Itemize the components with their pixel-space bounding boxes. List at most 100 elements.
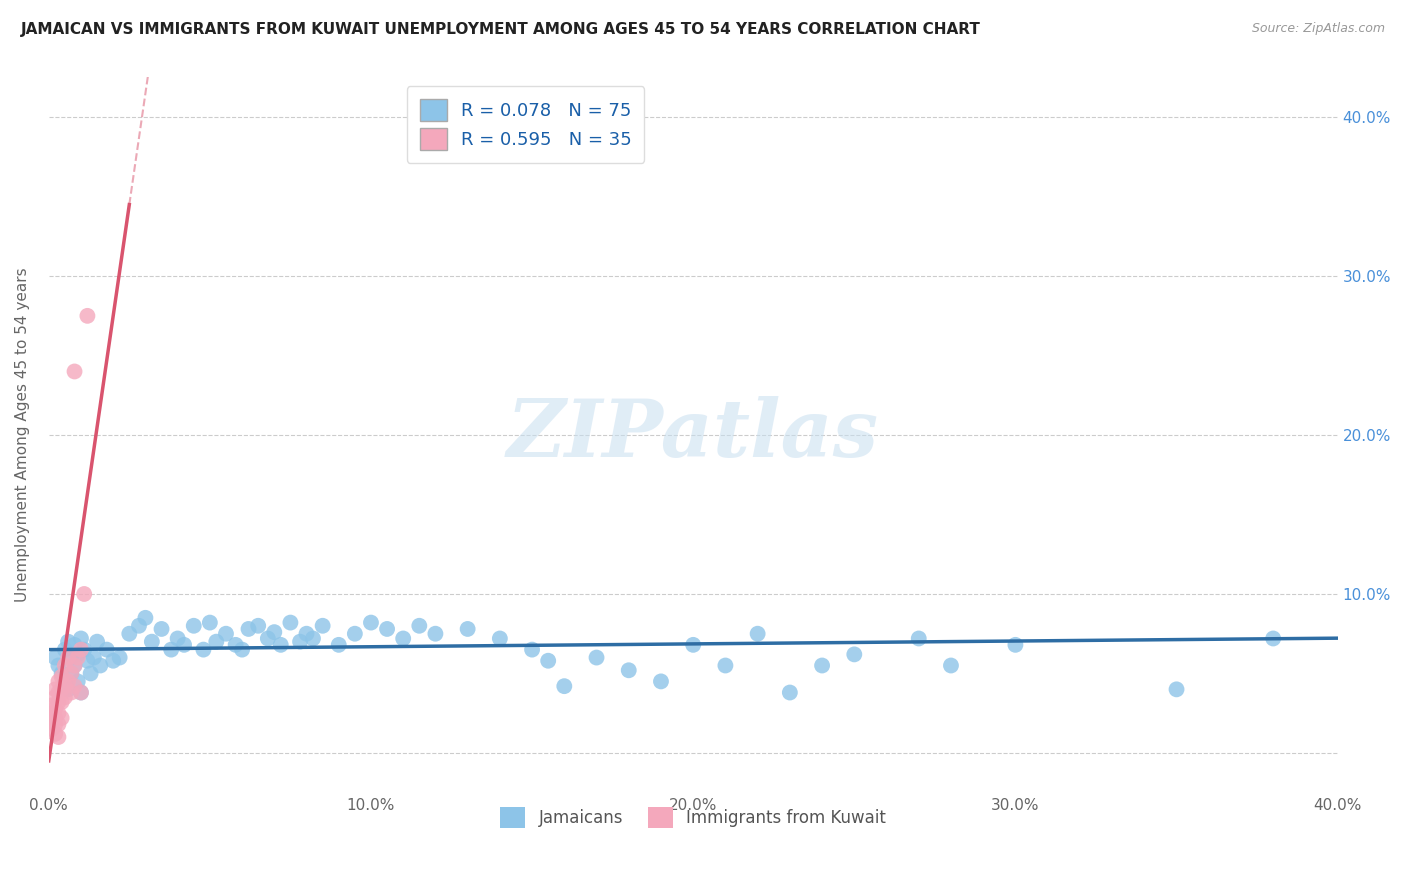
Point [86, 634, 108, 648]
Point [53, 679, 76, 693]
Point [76, 654, 98, 668]
Point [51, 682, 73, 697]
Point [392, 632, 415, 646]
Point [41, 698, 63, 713]
Point [60, 666, 83, 681]
Point [939, 658, 962, 673]
Point [53, 690, 76, 705]
Point [48, 730, 70, 744]
Point [714, 658, 737, 673]
Point [66, 648, 89, 662]
Point [360, 615, 382, 630]
Point [198, 615, 221, 630]
Point [650, 674, 672, 689]
Point [76, 309, 98, 323]
Point [70, 685, 93, 699]
Point [215, 626, 238, 640]
Point [408, 619, 430, 633]
Point [682, 638, 704, 652]
Point [79, 666, 101, 681]
Point [63, 364, 86, 378]
Point [150, 622, 173, 636]
Point [166, 632, 188, 646]
Point [141, 634, 163, 648]
Point [457, 622, 479, 636]
Point [48, 717, 70, 731]
Point [328, 638, 350, 652]
Point [53, 658, 76, 673]
Text: Source: ZipAtlas.com: Source: ZipAtlas.com [1251, 22, 1385, 36]
Point [48, 706, 70, 721]
Point [231, 642, 253, 657]
Point [70, 642, 93, 657]
Point [907, 632, 929, 646]
Point [63, 638, 86, 652]
Point [51, 666, 73, 681]
Point [66, 650, 89, 665]
Point [48, 695, 70, 709]
Point [60, 666, 83, 681]
Point [1263, 632, 1285, 646]
Point [343, 626, 366, 640]
Point [66, 674, 89, 689]
Point [73, 587, 96, 601]
Point [225, 638, 247, 652]
Point [63, 679, 86, 693]
Point [108, 650, 131, 665]
Point [520, 642, 543, 657]
Legend: Jamaicans, Immigrants from Kuwait: Jamaicans, Immigrants from Kuwait [494, 801, 893, 834]
Point [375, 622, 398, 636]
Point [48, 674, 70, 689]
Point [1004, 638, 1026, 652]
Point [44, 690, 66, 705]
Point [44, 650, 66, 665]
Point [83, 650, 105, 665]
Point [44, 727, 66, 741]
Text: JAMAICAN VS IMMIGRANTS FROM KUWAIT UNEMPLOYMENT AMONG AGES 45 TO 54 YEARS CORREL: JAMAICAN VS IMMIGRANTS FROM KUWAIT UNEMP… [21, 22, 981, 37]
Point [44, 682, 66, 697]
Point [56, 682, 79, 697]
Point [118, 626, 141, 640]
Point [270, 638, 292, 652]
Point [48, 658, 70, 673]
Point [63, 658, 86, 673]
Point [51, 695, 73, 709]
Point [553, 679, 575, 693]
Point [41, 706, 63, 721]
Point [44, 717, 66, 731]
Point [425, 626, 447, 640]
Point [60, 685, 83, 699]
Point [295, 626, 318, 640]
Point [302, 632, 325, 646]
Point [73, 642, 96, 657]
Point [173, 638, 195, 652]
Point [585, 650, 607, 665]
Point [96, 642, 118, 657]
Point [41, 714, 63, 728]
Point [70, 632, 93, 646]
Point [44, 711, 66, 725]
Point [288, 634, 311, 648]
Point [51, 670, 73, 684]
Point [48, 685, 70, 699]
Point [41, 722, 63, 736]
Point [53, 642, 76, 657]
Point [70, 685, 93, 699]
Point [238, 622, 260, 636]
Point [257, 632, 280, 646]
Point [63, 658, 86, 673]
Point [811, 658, 834, 673]
Point [44, 701, 66, 715]
Y-axis label: Unemployment Among Ages 45 to 54 years: Unemployment Among Ages 45 to 54 years [15, 268, 30, 602]
Point [263, 625, 285, 640]
Point [747, 626, 769, 640]
Point [311, 619, 333, 633]
Point [53, 674, 76, 689]
Point [537, 654, 560, 668]
Point [56, 650, 79, 665]
Point [617, 663, 640, 677]
Point [160, 642, 183, 657]
Point [489, 632, 512, 646]
Point [60, 650, 83, 665]
Point [103, 654, 125, 668]
